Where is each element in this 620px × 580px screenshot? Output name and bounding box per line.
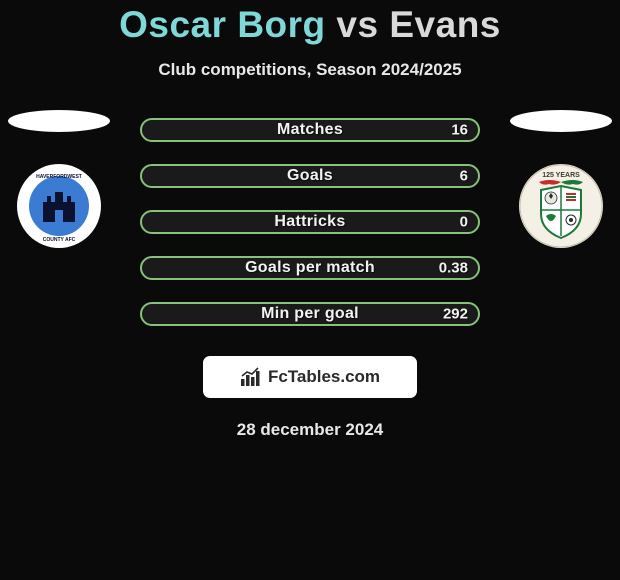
date-text: 28 december 2024 (0, 420, 620, 440)
stats-section: HAVERFORDWEST COUNTY AFC 125 YEARS (0, 118, 620, 326)
stat-right-value: 0.38 (439, 260, 468, 277)
stat-label: Hattricks (274, 213, 345, 231)
stat-label: Min per goal (261, 305, 359, 323)
player2-photo-placeholder (510, 110, 612, 132)
stat-right-value: 0 (460, 214, 468, 231)
crest-right-icon: 125 YEARS (519, 164, 603, 248)
stat-label: Goals (287, 167, 333, 185)
stat-right-value: 16 (451, 122, 468, 139)
stats-list: Matches 16 Goals 6 Hattricks 0 Goals per… (140, 118, 480, 326)
chart-icon (240, 367, 262, 387)
club-125-crest: 125 YEARS (519, 164, 603, 248)
player1-photo-placeholder (8, 110, 110, 132)
right-column: 125 YEARS (506, 110, 616, 248)
attribution-badge[interactable]: FcTables.com (203, 356, 417, 398)
page-title: Oscar Borg vs Evans (0, 4, 620, 46)
left-column: HAVERFORDWEST COUNTY AFC (4, 110, 114, 248)
stat-row-hattricks: Hattricks 0 (140, 210, 480, 234)
stat-label: Matches (277, 121, 343, 139)
subtitle: Club competitions, Season 2024/2025 (0, 60, 620, 80)
comparison-card: Oscar Borg vs Evans Club competitions, S… (0, 0, 620, 440)
player1-name: Oscar Borg (119, 4, 326, 45)
vs-text: vs (336, 4, 378, 45)
stat-right-value: 6 (460, 168, 468, 185)
svg-text:HAVERFORDWEST: HAVERFORDWEST (36, 174, 82, 180)
stat-right-value: 292 (443, 306, 468, 323)
stat-row-mpg: Min per goal 292 (140, 302, 480, 326)
svg-text:COUNTY AFC: COUNTY AFC (43, 237, 76, 243)
crest-left-icon: HAVERFORDWEST COUNTY AFC (17, 164, 101, 248)
svg-text:125 YEARS: 125 YEARS (542, 172, 580, 179)
player2-name: Evans (389, 4, 501, 45)
stat-row-gpm: Goals per match 0.38 (140, 256, 480, 280)
haverfordwest-crest: HAVERFORDWEST COUNTY AFC (17, 164, 101, 248)
attribution-text: FcTables.com (268, 367, 380, 387)
stat-row-matches: Matches 16 (140, 118, 480, 142)
stat-row-goals: Goals 6 (140, 164, 480, 188)
stat-label: Goals per match (245, 259, 375, 277)
